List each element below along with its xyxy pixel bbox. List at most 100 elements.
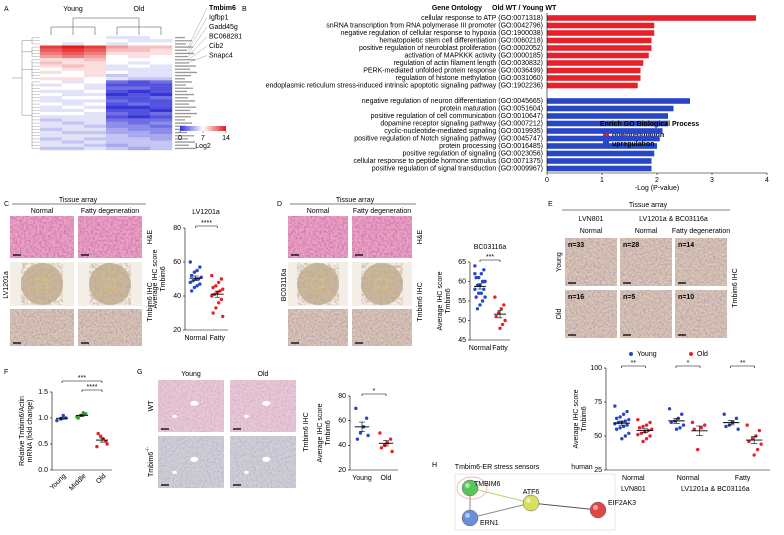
x-tick-label: Fatty — [492, 345, 508, 352]
count-label: n=5 — [623, 294, 635, 301]
heatmap-cell — [106, 67, 129, 72]
heatmap-cell — [84, 42, 107, 46]
heatmap-cell — [84, 127, 107, 132]
y-axis-label: Tmbim6 — [581, 406, 588, 431]
significance-label: *** — [78, 375, 86, 382]
data-point — [692, 427, 696, 431]
heatmap-cell — [150, 45, 173, 49]
heatmap-cell — [40, 89, 63, 94]
category-label: regulation of actin filament length (GO:… — [394, 60, 543, 67]
row-label: Tmbim6-/- — [145, 447, 155, 477]
category-label: cyclic-nucleotide-mediated signaling (GO… — [384, 128, 543, 135]
x-tick-label: Fatty — [209, 335, 225, 342]
data-point — [722, 412, 726, 416]
column-label: Fatty degeneration — [672, 228, 730, 235]
panel-letter: B — [242, 6, 247, 13]
heatmap-cell — [128, 127, 151, 132]
vessel — [244, 470, 249, 474]
heatmap-cell — [84, 121, 107, 125]
y-tick-label: 20 — [173, 327, 181, 334]
data-point — [641, 424, 645, 429]
data-point — [699, 426, 703, 430]
micrograph-texture — [288, 216, 348, 258]
heatmap-cell — [106, 77, 129, 81]
node-label: TMBIM6 — [474, 481, 501, 488]
y-tick-label: 0.0 — [38, 467, 48, 474]
data-point — [210, 294, 214, 298]
y-tick-label: 1.5 — [38, 389, 48, 396]
category-label: snRNA transcription from RNA polymerase … — [326, 22, 543, 29]
heatmap-cell — [84, 70, 107, 75]
data-point — [644, 437, 649, 441]
heatmap-cell — [150, 48, 173, 53]
heatmap-cell — [150, 83, 173, 87]
data-point — [216, 280, 221, 285]
data-point — [473, 287, 477, 291]
micrograph-texture — [230, 380, 296, 432]
vessel — [190, 456, 199, 462]
data-point — [379, 446, 384, 450]
row-label: Young — [556, 252, 563, 272]
heatmap-cell — [106, 70, 129, 75]
x-tick-label: Young — [352, 475, 372, 482]
data-point — [96, 431, 100, 436]
node — [461, 509, 479, 527]
gene-label: Cib2 — [209, 43, 224, 50]
data-point — [648, 420, 652, 425]
micrograph-texture — [158, 436, 224, 488]
legend-label: downregulation — [612, 132, 664, 139]
heatmap-cell — [40, 124, 63, 129]
category-label: PERK-mediated unfolded protein response … — [363, 67, 543, 74]
heatmap-cell — [62, 124, 85, 129]
diagram-title: Tmbim6-ER stress sensors — [455, 464, 540, 471]
category-label: positive regulation of cell communicatio… — [371, 113, 543, 120]
heatmap-cell — [150, 99, 173, 103]
category-label: protein processing (GO:0016485) — [439, 143, 543, 150]
category-label: negative regulation of cellular response… — [341, 30, 543, 37]
y-tick-label: 40 — [338, 442, 346, 449]
x-tick-label: Old — [95, 473, 108, 486]
heatmap-cell — [40, 45, 63, 49]
legend-label: Old — [697, 351, 708, 358]
edge — [469, 502, 532, 519]
zoom-box — [103, 278, 116, 289]
heatmap-cell — [128, 137, 151, 141]
heatmap-cell — [106, 61, 129, 65]
data-point — [382, 443, 387, 448]
heatmap-cell — [62, 140, 85, 144]
heatmap-cell — [62, 105, 85, 110]
micrograph-texture — [10, 216, 74, 258]
significance-label: * — [373, 388, 376, 395]
heatmap-cell — [150, 137, 173, 141]
heatmap-cell — [150, 39, 173, 43]
data-point — [620, 437, 624, 441]
gene-pointer — [187, 26, 208, 54]
heatmap-cell — [84, 77, 107, 81]
heatmap-cell — [40, 140, 63, 144]
data-point — [221, 287, 225, 291]
data-point — [192, 270, 197, 274]
data-point — [696, 447, 700, 452]
data-point — [757, 428, 762, 433]
micrograph-texture — [675, 290, 727, 338]
data-point — [211, 285, 215, 290]
significance-label: ** — [631, 360, 637, 367]
heatmap-cell — [40, 64, 63, 68]
heatmap-cell — [62, 36, 85, 40]
heatmap-cell — [150, 108, 173, 113]
y-axis-label: Average IHC score — [573, 389, 580, 448]
gene-pointer — [187, 55, 208, 64]
bar — [547, 98, 690, 104]
heatmap-cell — [128, 89, 151, 94]
heatmap-cell — [128, 42, 151, 46]
data-point — [388, 437, 393, 441]
data-point — [674, 427, 679, 431]
panel-letter: D — [277, 201, 282, 208]
heatmap-cell — [40, 39, 63, 43]
colorbar-tick-label: 0 — [178, 135, 182, 142]
data-point — [221, 314, 225, 319]
heatmap-cell — [62, 77, 85, 81]
y-tick-label: 65 — [458, 259, 466, 266]
data-point — [613, 404, 617, 408]
significance-label: * — [687, 360, 690, 367]
